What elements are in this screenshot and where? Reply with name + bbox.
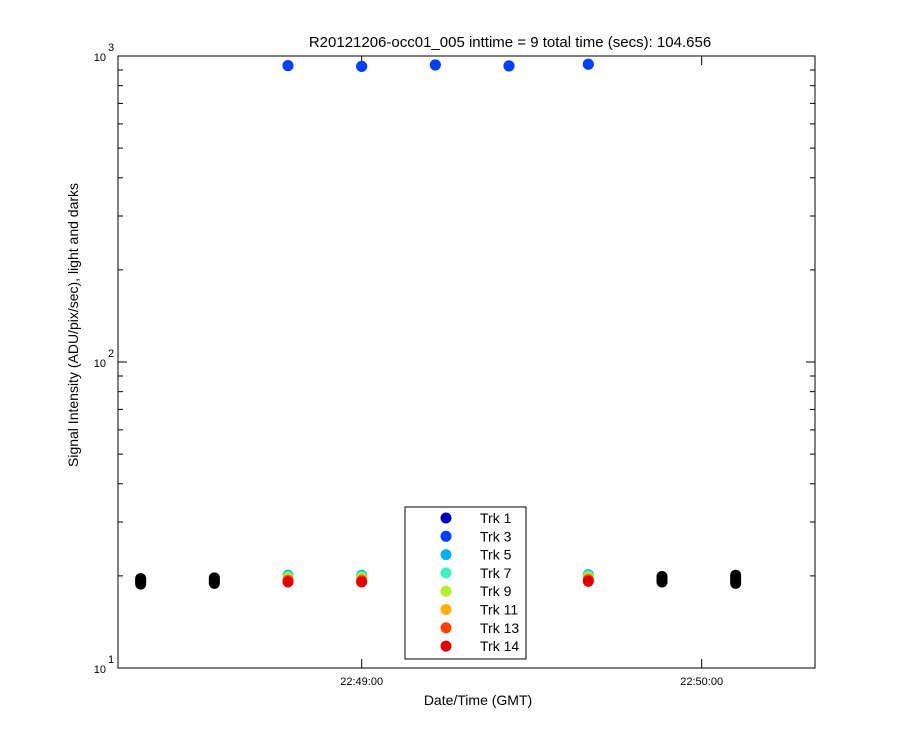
dark-frame-point <box>730 569 742 581</box>
y-tick-exponent: 1 <box>108 654 114 666</box>
legend-label: Trk 1 <box>480 510 512 526</box>
series-point <box>429 59 441 71</box>
legend-label: Trk 14 <box>480 638 519 654</box>
legend-label: Trk 5 <box>480 547 512 563</box>
series-point <box>582 58 594 70</box>
x-axis-label: Date/Time (GMT) <box>424 692 532 708</box>
y-tick-label: 10 <box>94 52 106 64</box>
dark-frame-point <box>208 572 220 584</box>
legend-label: Trk 9 <box>480 583 512 599</box>
legend-marker <box>440 512 452 524</box>
series-point <box>503 60 515 72</box>
y-tick-exponent: 2 <box>108 348 114 360</box>
x-tick-label: 22:49:00 <box>340 676 383 688</box>
chart-title: R20121206-occ01_005 inttime = 9 total ti… <box>309 34 711 51</box>
legend: Trk 1 Trk 3 Trk 5 Trk 7 Trk 9 Trk 11 Trk 13 Trk… <box>404 506 527 660</box>
y-tick-label: 10 <box>94 358 106 370</box>
x-tick-label: 22:50:00 <box>680 676 723 688</box>
series-point <box>282 576 294 588</box>
legend-marker <box>440 585 452 597</box>
legend-box <box>404 506 527 660</box>
legend-marker <box>440 622 452 634</box>
series-point <box>356 576 368 588</box>
x-axis-ticks: 22:49:00 22:50:00 <box>340 56 723 688</box>
y-tick-label: 10 <box>94 664 106 676</box>
dark-frame-point <box>656 571 668 583</box>
legend-marker <box>440 530 452 542</box>
series-point <box>356 60 368 72</box>
legend-label: Trk 7 <box>480 565 512 581</box>
legend-items: Trk 1 Trk 3 Trk 5 Trk 7 Trk 9 Trk 11 Trk 13 Trk… <box>440 510 519 654</box>
legend-label: Trk 13 <box>480 620 519 636</box>
y-axis-label: Signal Intensity (ADU/pix/sec), light an… <box>65 183 81 467</box>
y-tick-exponent: 3 <box>108 42 114 54</box>
legend-marker <box>440 567 452 579</box>
legend-marker <box>440 549 452 561</box>
legend-marker <box>440 640 452 652</box>
series-point <box>282 60 294 72</box>
legend-marker <box>440 604 452 615</box>
legend-label: Trk 3 <box>480 528 512 544</box>
legend-label: Trk 11 <box>480 602 518 618</box>
dark-frame-point <box>135 573 147 585</box>
data-points <box>135 58 742 590</box>
series-point <box>582 575 594 587</box>
